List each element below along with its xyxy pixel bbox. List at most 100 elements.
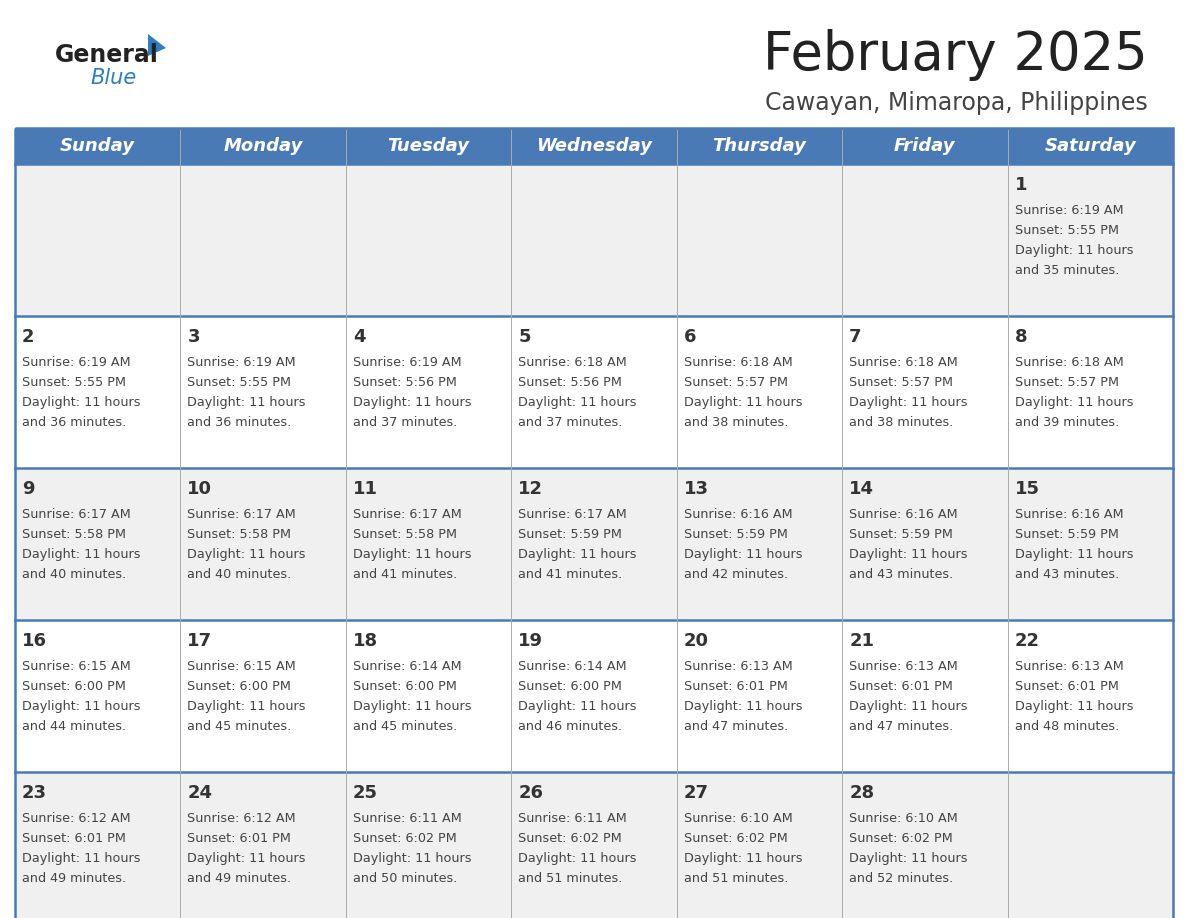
Text: and 51 minutes.: and 51 minutes. (684, 872, 788, 885)
Text: Sunset: 6:01 PM: Sunset: 6:01 PM (684, 680, 788, 693)
Text: Daylight: 11 hours: Daylight: 11 hours (518, 852, 637, 865)
Polygon shape (148, 34, 166, 56)
Text: Sunset: 6:01 PM: Sunset: 6:01 PM (23, 832, 126, 845)
Text: Sunrise: 6:11 AM: Sunrise: 6:11 AM (353, 812, 462, 825)
Text: and 41 minutes.: and 41 minutes. (353, 568, 457, 581)
Text: Cawayan, Mimaropa, Philippines: Cawayan, Mimaropa, Philippines (765, 91, 1148, 115)
Text: Sunset: 6:01 PM: Sunset: 6:01 PM (849, 680, 953, 693)
Text: and 39 minutes.: and 39 minutes. (1015, 416, 1119, 429)
Text: Sunset: 6:01 PM: Sunset: 6:01 PM (188, 832, 291, 845)
Text: 8: 8 (1015, 328, 1028, 346)
Text: Sunrise: 6:14 AM: Sunrise: 6:14 AM (518, 660, 627, 673)
Text: Sunrise: 6:13 AM: Sunrise: 6:13 AM (849, 660, 958, 673)
Text: Sunrise: 6:13 AM: Sunrise: 6:13 AM (684, 660, 792, 673)
Text: Blue: Blue (90, 68, 137, 88)
Text: Sunrise: 6:19 AM: Sunrise: 6:19 AM (23, 356, 131, 369)
Bar (15, 128, 1173, 918)
Text: Sunset: 6:00 PM: Sunset: 6:00 PM (23, 680, 126, 693)
Bar (15, 128, 1173, 164)
Text: Sunrise: 6:15 AM: Sunrise: 6:15 AM (23, 660, 131, 673)
Text: 21: 21 (849, 632, 874, 650)
Text: 17: 17 (188, 632, 213, 650)
Text: Daylight: 11 hours: Daylight: 11 hours (23, 396, 140, 409)
Text: and 38 minutes.: and 38 minutes. (684, 416, 788, 429)
Text: and 47 minutes.: and 47 minutes. (849, 720, 954, 733)
Text: Daylight: 11 hours: Daylight: 11 hours (1015, 396, 1133, 409)
Text: 14: 14 (849, 480, 874, 498)
Text: and 43 minutes.: and 43 minutes. (1015, 568, 1119, 581)
Text: Daylight: 11 hours: Daylight: 11 hours (684, 548, 802, 561)
Text: Sunrise: 6:17 AM: Sunrise: 6:17 AM (353, 508, 462, 521)
Text: 4: 4 (353, 328, 366, 346)
Text: Sunset: 6:01 PM: Sunset: 6:01 PM (1015, 680, 1118, 693)
Bar (15, 468, 1173, 620)
Text: Sunset: 6:02 PM: Sunset: 6:02 PM (684, 832, 788, 845)
Text: Sunset: 5:58 PM: Sunset: 5:58 PM (23, 528, 126, 541)
Text: Sunrise: 6:17 AM: Sunrise: 6:17 AM (188, 508, 296, 521)
Text: Sunrise: 6:16 AM: Sunrise: 6:16 AM (849, 508, 958, 521)
Text: Sunset: 5:59 PM: Sunset: 5:59 PM (849, 528, 953, 541)
Text: Sunday: Sunday (61, 137, 135, 155)
Text: Daylight: 11 hours: Daylight: 11 hours (684, 700, 802, 713)
Text: Daylight: 11 hours: Daylight: 11 hours (188, 700, 307, 713)
Text: 5: 5 (518, 328, 531, 346)
Text: 18: 18 (353, 632, 378, 650)
Text: Sunset: 5:58 PM: Sunset: 5:58 PM (353, 528, 457, 541)
Text: and 43 minutes.: and 43 minutes. (849, 568, 954, 581)
Text: Sunset: 6:02 PM: Sunset: 6:02 PM (518, 832, 623, 845)
Text: Daylight: 11 hours: Daylight: 11 hours (353, 700, 472, 713)
Text: Sunset: 6:02 PM: Sunset: 6:02 PM (849, 832, 953, 845)
Text: Sunset: 5:59 PM: Sunset: 5:59 PM (1015, 528, 1118, 541)
Text: 20: 20 (684, 632, 709, 650)
Text: Daylight: 11 hours: Daylight: 11 hours (849, 852, 968, 865)
Text: Daylight: 11 hours: Daylight: 11 hours (23, 548, 140, 561)
Text: Sunset: 5:59 PM: Sunset: 5:59 PM (684, 528, 788, 541)
Text: and 37 minutes.: and 37 minutes. (518, 416, 623, 429)
Text: Daylight: 11 hours: Daylight: 11 hours (353, 852, 472, 865)
Text: Daylight: 11 hours: Daylight: 11 hours (23, 852, 140, 865)
Text: Sunrise: 6:13 AM: Sunrise: 6:13 AM (1015, 660, 1124, 673)
Text: Daylight: 11 hours: Daylight: 11 hours (188, 396, 307, 409)
Text: Sunset: 6:00 PM: Sunset: 6:00 PM (518, 680, 623, 693)
Text: 7: 7 (849, 328, 861, 346)
Text: Daylight: 11 hours: Daylight: 11 hours (188, 852, 307, 865)
Text: Sunset: 6:02 PM: Sunset: 6:02 PM (353, 832, 456, 845)
Text: and 36 minutes.: and 36 minutes. (23, 416, 126, 429)
Text: 28: 28 (849, 784, 874, 802)
Text: 24: 24 (188, 784, 213, 802)
Text: Monday: Monday (223, 137, 303, 155)
Text: Sunrise: 6:19 AM: Sunrise: 6:19 AM (1015, 204, 1123, 217)
Bar (15, 620, 1173, 772)
Text: Sunset: 5:58 PM: Sunset: 5:58 PM (188, 528, 291, 541)
Text: Sunrise: 6:16 AM: Sunrise: 6:16 AM (1015, 508, 1123, 521)
Text: Daylight: 11 hours: Daylight: 11 hours (518, 700, 637, 713)
Text: 1: 1 (1015, 176, 1028, 194)
Text: 10: 10 (188, 480, 213, 498)
Text: and 49 minutes.: and 49 minutes. (23, 872, 126, 885)
Text: and 52 minutes.: and 52 minutes. (849, 872, 954, 885)
Text: Daylight: 11 hours: Daylight: 11 hours (1015, 548, 1133, 561)
Text: 15: 15 (1015, 480, 1040, 498)
Text: and 42 minutes.: and 42 minutes. (684, 568, 788, 581)
Text: Daylight: 11 hours: Daylight: 11 hours (353, 548, 472, 561)
Text: Daylight: 11 hours: Daylight: 11 hours (1015, 244, 1133, 257)
Text: 22: 22 (1015, 632, 1040, 650)
Text: Daylight: 11 hours: Daylight: 11 hours (849, 548, 968, 561)
Text: and 41 minutes.: and 41 minutes. (518, 568, 623, 581)
Text: Sunrise: 6:14 AM: Sunrise: 6:14 AM (353, 660, 461, 673)
Text: 3: 3 (188, 328, 200, 346)
Text: Sunset: 5:55 PM: Sunset: 5:55 PM (23, 376, 126, 389)
Text: Thursday: Thursday (713, 137, 807, 155)
Text: General: General (55, 43, 159, 67)
Text: Sunset: 5:57 PM: Sunset: 5:57 PM (1015, 376, 1119, 389)
Bar (15, 316, 1173, 468)
Text: and 36 minutes.: and 36 minutes. (188, 416, 292, 429)
Text: Daylight: 11 hours: Daylight: 11 hours (23, 700, 140, 713)
Text: Sunrise: 6:19 AM: Sunrise: 6:19 AM (353, 356, 461, 369)
Text: Tuesday: Tuesday (387, 137, 469, 155)
Text: Daylight: 11 hours: Daylight: 11 hours (188, 548, 307, 561)
Text: and 50 minutes.: and 50 minutes. (353, 872, 457, 885)
Text: and 35 minutes.: and 35 minutes. (1015, 264, 1119, 277)
Text: 27: 27 (684, 784, 709, 802)
Text: Saturday: Saturday (1044, 137, 1136, 155)
